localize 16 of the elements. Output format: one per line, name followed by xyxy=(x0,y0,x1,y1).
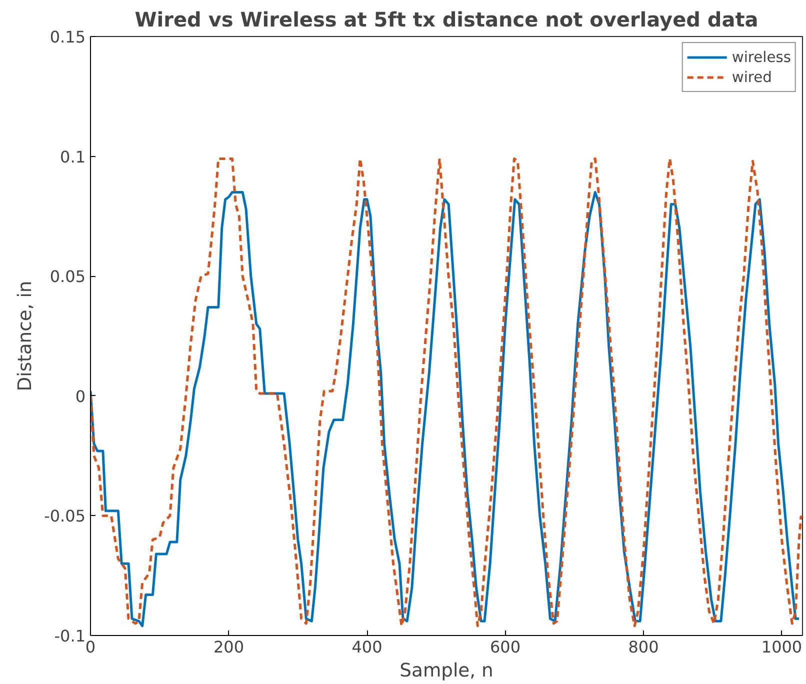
y-tick-label: -0.1 xyxy=(54,626,86,646)
x-tick-label: 400 xyxy=(352,638,382,656)
x-tick-label: 1000 xyxy=(761,638,802,656)
y-tick-label: 0.15 xyxy=(50,28,86,46)
y-tick-label: 0 xyxy=(75,386,86,406)
y-tick-label: 0.1 xyxy=(60,147,86,166)
x-tick-label: 600 xyxy=(490,638,521,656)
legend-label: wireless xyxy=(732,48,791,66)
x-tick-label: 800 xyxy=(628,638,659,656)
x-tick-label: 200 xyxy=(213,638,244,656)
x-axis-title: Sample, n xyxy=(400,660,494,682)
y-tick-label: -0.05 xyxy=(44,506,86,526)
legend-label: wired xyxy=(732,68,772,86)
y-axis-title: Distance, in xyxy=(15,280,36,392)
chart-title: Wired vs Wireless at 5ft tx distance not overlayed data xyxy=(134,8,758,32)
y-tick-label: 0.05 xyxy=(50,267,86,286)
